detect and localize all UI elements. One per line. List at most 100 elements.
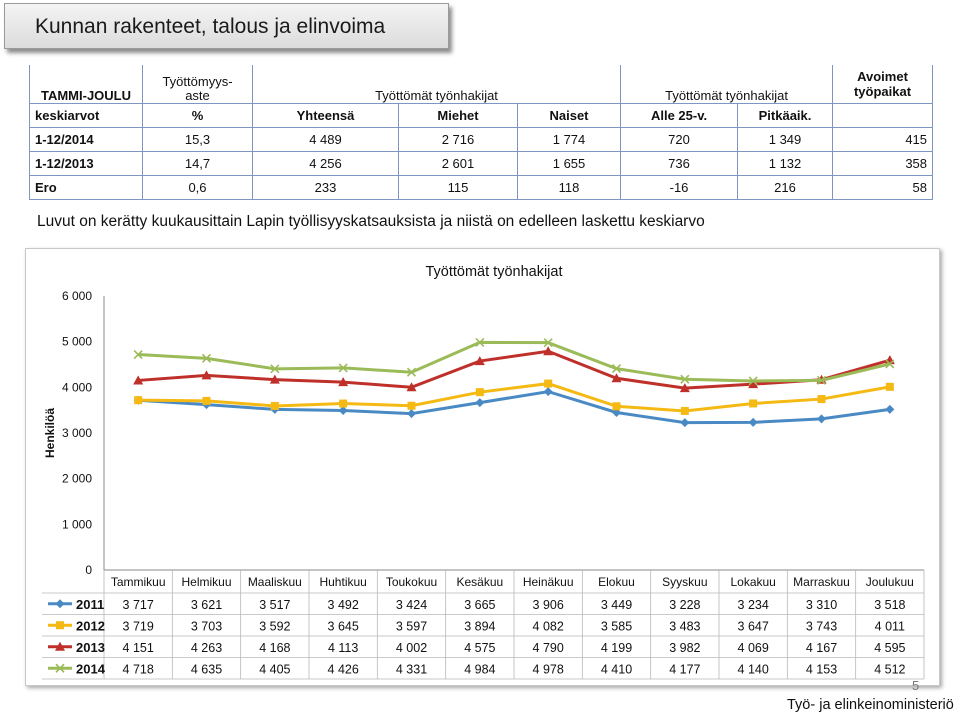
table-cell: 118 bbox=[516, 175, 622, 200]
data-label: 4 790 bbox=[533, 641, 564, 655]
series-line-2013 bbox=[138, 349, 891, 390]
data-point-2011 bbox=[817, 414, 826, 424]
source-note: Luvut on kerätty kuukausittain Lapin työ… bbox=[37, 213, 705, 230]
data-label: 4 153 bbox=[806, 662, 837, 676]
table-cell: 358 bbox=[832, 151, 934, 176]
data-label: 4 426 bbox=[328, 662, 359, 676]
data-point-2014 bbox=[270, 364, 280, 374]
legend-marker-2014 bbox=[55, 663, 65, 673]
data-label: 4 984 bbox=[464, 662, 495, 676]
data-point-2014 bbox=[338, 363, 348, 373]
table-cell: 2 601 bbox=[398, 151, 518, 176]
slide-title: Kunnan rakenteet, talous ja elinvoima bbox=[35, 15, 386, 38]
data-point-2012 bbox=[270, 401, 279, 410]
subheader-percent: % bbox=[142, 103, 253, 128]
table-cell: 233 bbox=[252, 175, 399, 200]
statistics-table: TAMMI-JOULU Työttömyys- aste Työttömät t… bbox=[29, 65, 934, 200]
data-label: 3 597 bbox=[396, 619, 427, 633]
x-tick-label: Maaliskuu bbox=[248, 575, 302, 589]
y-tick-label: 2 000 bbox=[62, 472, 92, 486]
table-cell: 1 655 bbox=[516, 151, 622, 176]
data-label: 3 982 bbox=[669, 641, 700, 655]
data-label: 4 512 bbox=[874, 662, 905, 676]
data-point-2013 bbox=[748, 379, 759, 389]
data-point-2012 bbox=[339, 399, 348, 408]
header-open-vacancies: Avoimet työpaikat bbox=[832, 65, 934, 104]
data-label: 3 310 bbox=[806, 598, 837, 612]
y-tick-label: 1 000 bbox=[62, 517, 92, 531]
subheader-total: Yhteensä bbox=[252, 103, 399, 128]
subheader-averages: keskiarvot bbox=[29, 103, 143, 128]
data-label: 3 228 bbox=[669, 598, 700, 612]
data-label: 4 978 bbox=[533, 662, 564, 676]
footer-ministry: Työ- ja elinkeinoministeriö bbox=[787, 697, 954, 713]
data-label: 3 483 bbox=[669, 619, 700, 633]
table-cell: 736 bbox=[620, 151, 739, 176]
header-jobseekers-2: Työttömät työnhakijat bbox=[620, 65, 834, 104]
table-cell: 4 489 bbox=[252, 127, 399, 152]
data-point-2013 bbox=[611, 373, 622, 383]
data-point-2014 bbox=[680, 374, 690, 384]
y-tick-label: 0 bbox=[85, 563, 92, 577]
table-cell: 58 bbox=[832, 175, 934, 200]
data-point-2011 bbox=[680, 418, 690, 428]
table-cell: 1 349 bbox=[737, 127, 834, 152]
row-label: Ero bbox=[29, 175, 143, 200]
slide-title-box: Kunnan rakenteet, talous ja elinvoima bbox=[4, 3, 449, 49]
data-label: 3 743 bbox=[806, 619, 837, 633]
data-label: 4 263 bbox=[191, 641, 222, 655]
table-row: Ero 0,6 233 115 118 -16 216 58 bbox=[29, 175, 934, 200]
data-label: 4 575 bbox=[464, 641, 495, 655]
data-label: 4 199 bbox=[601, 641, 632, 655]
data-point-2012 bbox=[749, 399, 758, 408]
x-tick-label: Lokakuu bbox=[730, 575, 775, 589]
data-label: 4 069 bbox=[738, 641, 769, 655]
data-point-2012 bbox=[544, 379, 553, 388]
subheader-long-term: Pitkäaik. bbox=[737, 103, 834, 128]
x-tick-label: Kesäkuu bbox=[456, 575, 503, 589]
x-tick-label: Heinäkuu bbox=[523, 575, 574, 589]
y-tick-label: 6 000 bbox=[62, 289, 92, 303]
table-row: 1-12/2014 15,3 4 489 2 716 1 774 720 1 3… bbox=[29, 127, 934, 152]
row-label: 1-12/2013 bbox=[29, 151, 143, 176]
data-point-2011 bbox=[407, 409, 416, 419]
table-cell: 14,7 bbox=[142, 151, 253, 176]
series-line-2011 bbox=[138, 390, 891, 425]
legend-label-2012: 2012 bbox=[76, 618, 105, 633]
row-label: 1-12/2014 bbox=[29, 127, 143, 152]
y-tick-label: 3 000 bbox=[62, 426, 92, 440]
data-point-2013 bbox=[269, 374, 280, 384]
data-label: 4 718 bbox=[123, 662, 154, 676]
subheader-under-25: Alle 25-v. bbox=[620, 103, 739, 128]
data-point-2011 bbox=[543, 387, 553, 397]
table-cell: 1 132 bbox=[737, 151, 834, 176]
data-label: 3 894 bbox=[464, 619, 495, 633]
x-tick-label: Huhtikuu bbox=[319, 575, 366, 589]
x-tick-label: Syyskuu bbox=[662, 575, 707, 589]
data-point-2014 bbox=[406, 367, 417, 377]
legend-marker-2011 bbox=[55, 599, 65, 609]
data-label: 4 410 bbox=[601, 662, 632, 676]
data-point-2013 bbox=[474, 356, 485, 366]
data-point-2011 bbox=[748, 417, 758, 427]
data-label: 3 645 bbox=[328, 619, 359, 633]
data-label: 4 011 bbox=[875, 619, 905, 633]
y-axis-label: Henkilöä bbox=[43, 408, 57, 458]
table-cell: 2 716 bbox=[398, 127, 518, 152]
data-point-2012 bbox=[407, 401, 416, 410]
header-period: TAMMI-JOULU bbox=[29, 65, 143, 104]
x-tick-label: Marraskuu bbox=[793, 575, 850, 589]
table-cell: 4 256 bbox=[252, 151, 399, 176]
data-point-2011 bbox=[885, 404, 895, 414]
chart-title: Työttömät työnhakijat bbox=[425, 264, 562, 280]
data-point-2011 bbox=[338, 406, 348, 416]
data-label: 4 405 bbox=[259, 662, 290, 676]
table-row: 1-12/2013 14,7 4 256 2 601 1 655 736 1 1… bbox=[29, 151, 934, 176]
data-point-2014 bbox=[475, 337, 485, 347]
data-label: 4 331 bbox=[396, 662, 427, 676]
data-label: 4 113 bbox=[328, 641, 358, 655]
data-label: 4 140 bbox=[738, 662, 769, 676]
header-open-vacancies-label: Avoimet työpaikat bbox=[853, 69, 912, 99]
data-label: 3 621 bbox=[191, 598, 222, 612]
data-point-2012 bbox=[202, 396, 211, 405]
